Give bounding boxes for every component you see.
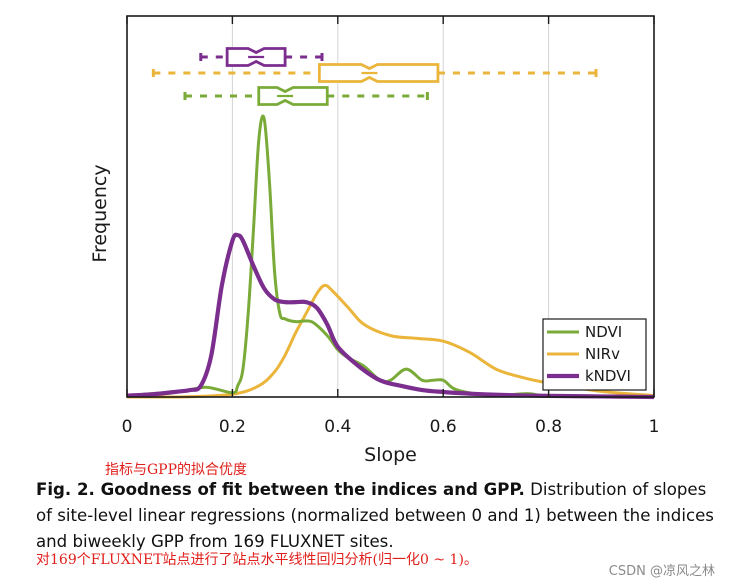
boxplots	[151, 47, 598, 106]
legend-label-kndvi: kNDVI	[585, 367, 631, 385]
x-axis-ticks: 0 0.2 0.4 0.6 0.8 1	[122, 16, 660, 437]
legend-label-ndvi: NDVI	[585, 323, 622, 341]
y-axis-label: Frequency	[89, 164, 111, 262]
plot-frame	[126, 15, 655, 398]
x-tick-label: 0.6	[430, 417, 457, 437]
series-kndvi-line	[126, 232, 655, 400]
watermark: CSDN @凉风之林	[608, 564, 715, 579]
annotation-title-cn: 指标与GPP的拟合优度	[105, 462, 248, 478]
x-tick-label: 0.4	[324, 417, 351, 437]
x-tick-label: 0	[122, 417, 133, 437]
x-tick-label: 0.2	[219, 417, 246, 437]
boxplot-ndvi	[183, 86, 429, 106]
x-tick-label: 1	[649, 417, 660, 437]
legend-label-nirv: NIRv	[585, 345, 620, 363]
caption-text: Distribution of slopes of site-level lin…	[36, 480, 714, 551]
density-curves	[126, 114, 655, 400]
annotation-desc-cn: 对169个FLUXNET站点进行了站点水平线性回归分析(归一化0 ~ 1)。	[36, 552, 478, 568]
x-axis-label: Slope	[364, 444, 417, 466]
caption-bold: Fig. 2. Goodness of fit between the indi…	[36, 480, 525, 499]
series-nirv-line	[127, 283, 655, 399]
boxplot-nirv	[151, 63, 598, 83]
figure-caption: Fig. 2. Goodness of fit between the indi…	[36, 477, 722, 555]
boxplot-kndvi	[199, 47, 324, 67]
box	[317, 63, 440, 83]
chart: 0 0.2 0.4 0.6 0.8 1 Slope Frequency NDVI NIRv k…	[89, 15, 660, 466]
legend: NDVI NIRv kNDVI	[542, 318, 647, 391]
x-tick-label: 0.8	[535, 417, 562, 437]
